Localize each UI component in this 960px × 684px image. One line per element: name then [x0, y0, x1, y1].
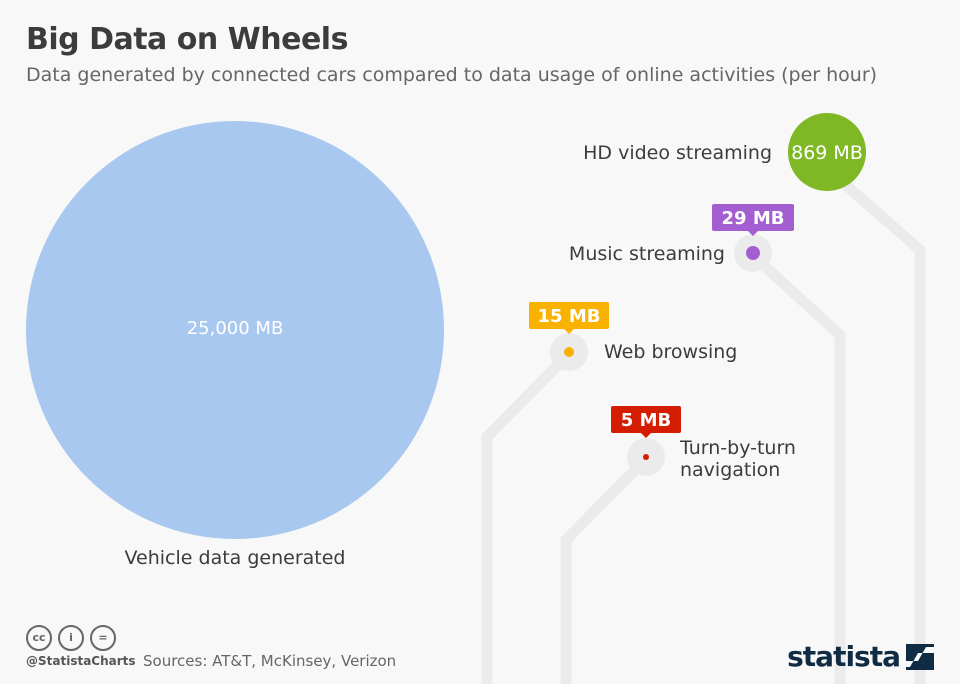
value-label-web: 15 MB: [538, 306, 601, 327]
value-label-music: 29 MB: [722, 208, 785, 229]
bubble-web: [564, 347, 574, 357]
chart-title: Big Data on Wheels: [26, 22, 348, 57]
connector-music: [756, 257, 846, 684]
label-hd: HD video streaming: [583, 142, 772, 164]
statista-wordmark: statista: [787, 640, 901, 673]
tag-pointer-web: [564, 329, 574, 334]
statista-logo[interactable]: statista: [787, 640, 934, 673]
connector-lines: [481, 175, 926, 684]
label-nav-line1: Turn-by-turn: [679, 437, 796, 459]
value-label-hd: 869 MB: [791, 142, 863, 164]
cc-icon[interactable]: cc: [26, 625, 52, 651]
nd-icon[interactable]: =: [90, 625, 116, 651]
twitter-handle[interactable]: @StatistaCharts: [26, 654, 136, 668]
value-label-vehicle: 25,000 MB: [187, 318, 284, 339]
bubble-vehicle-data: [26, 121, 444, 539]
sources: Sources: AT&T, McKinsey, Verizon: [143, 652, 397, 670]
connector-nav: [560, 461, 644, 684]
value-tag-nav: [611, 406, 681, 433]
label-web: Web browsing: [604, 341, 737, 363]
tag-pointer-music: [748, 231, 758, 236]
bubble-music: [746, 246, 760, 260]
value-tag-music: [712, 204, 794, 231]
connector-hd: [836, 175, 926, 684]
value-label-nav: 5 MB: [621, 410, 671, 431]
chart-subtitle: Data generated by connected cars compare…: [26, 64, 878, 86]
bubble-nav: [643, 454, 649, 460]
bubble-hd-video: [788, 113, 866, 191]
label-vehicle: Vehicle data generated: [125, 547, 346, 569]
value-tag-web: [529, 302, 609, 329]
tag-pointer-nav: [641, 433, 651, 438]
by-icon[interactable]: i: [58, 625, 84, 651]
statista-logo-icon: [906, 643, 934, 670]
label-music: Music streaming: [569, 243, 725, 265]
label-nav-line2: navigation: [680, 459, 780, 481]
connector-web: [481, 356, 567, 684]
